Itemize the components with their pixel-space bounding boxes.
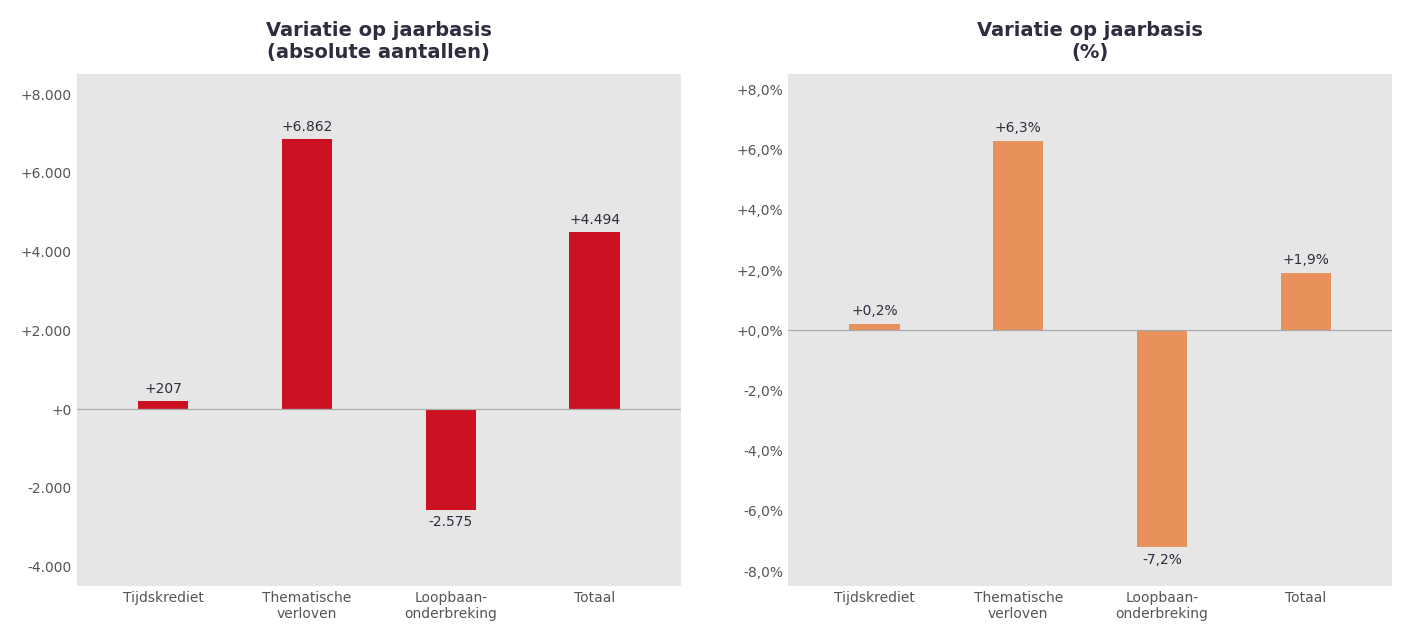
- Text: -7,2%: -7,2%: [1142, 553, 1183, 567]
- Bar: [76, 55, 681, 134]
- Bar: [76, 134, 681, 213]
- Bar: [788, 421, 1392, 481]
- Bar: [788, 240, 1392, 300]
- Bar: [788, 481, 1392, 541]
- Bar: [425, 409, 476, 510]
- Bar: [788, 360, 1392, 421]
- Bar: [1280, 273, 1331, 330]
- Bar: [138, 401, 188, 409]
- Bar: [788, 541, 1392, 601]
- Bar: [569, 232, 620, 409]
- Bar: [76, 213, 681, 291]
- Bar: [993, 141, 1043, 330]
- Title: Variatie op jaarbasis
(%): Variatie op jaarbasis (%): [978, 21, 1202, 62]
- Bar: [281, 139, 332, 409]
- Text: -2.575: -2.575: [428, 516, 473, 530]
- Bar: [849, 324, 900, 330]
- Bar: [788, 60, 1392, 119]
- Bar: [76, 370, 681, 448]
- Text: +6,3%: +6,3%: [995, 121, 1041, 135]
- Bar: [788, 300, 1392, 360]
- Bar: [76, 291, 681, 370]
- Text: +1,9%: +1,9%: [1283, 253, 1330, 267]
- Bar: [788, 180, 1392, 240]
- Title: Variatie op jaarbasis
(absolute aantallen): Variatie op jaarbasis (absolute aantalle…: [266, 21, 492, 62]
- Bar: [76, 527, 681, 606]
- Bar: [76, 448, 681, 527]
- Text: +6.862: +6.862: [281, 120, 332, 134]
- Bar: [788, 119, 1392, 180]
- Bar: [1137, 330, 1187, 547]
- Text: +0,2%: +0,2%: [851, 304, 897, 318]
- Text: +4.494: +4.494: [569, 213, 620, 227]
- Text: +207: +207: [144, 382, 182, 395]
